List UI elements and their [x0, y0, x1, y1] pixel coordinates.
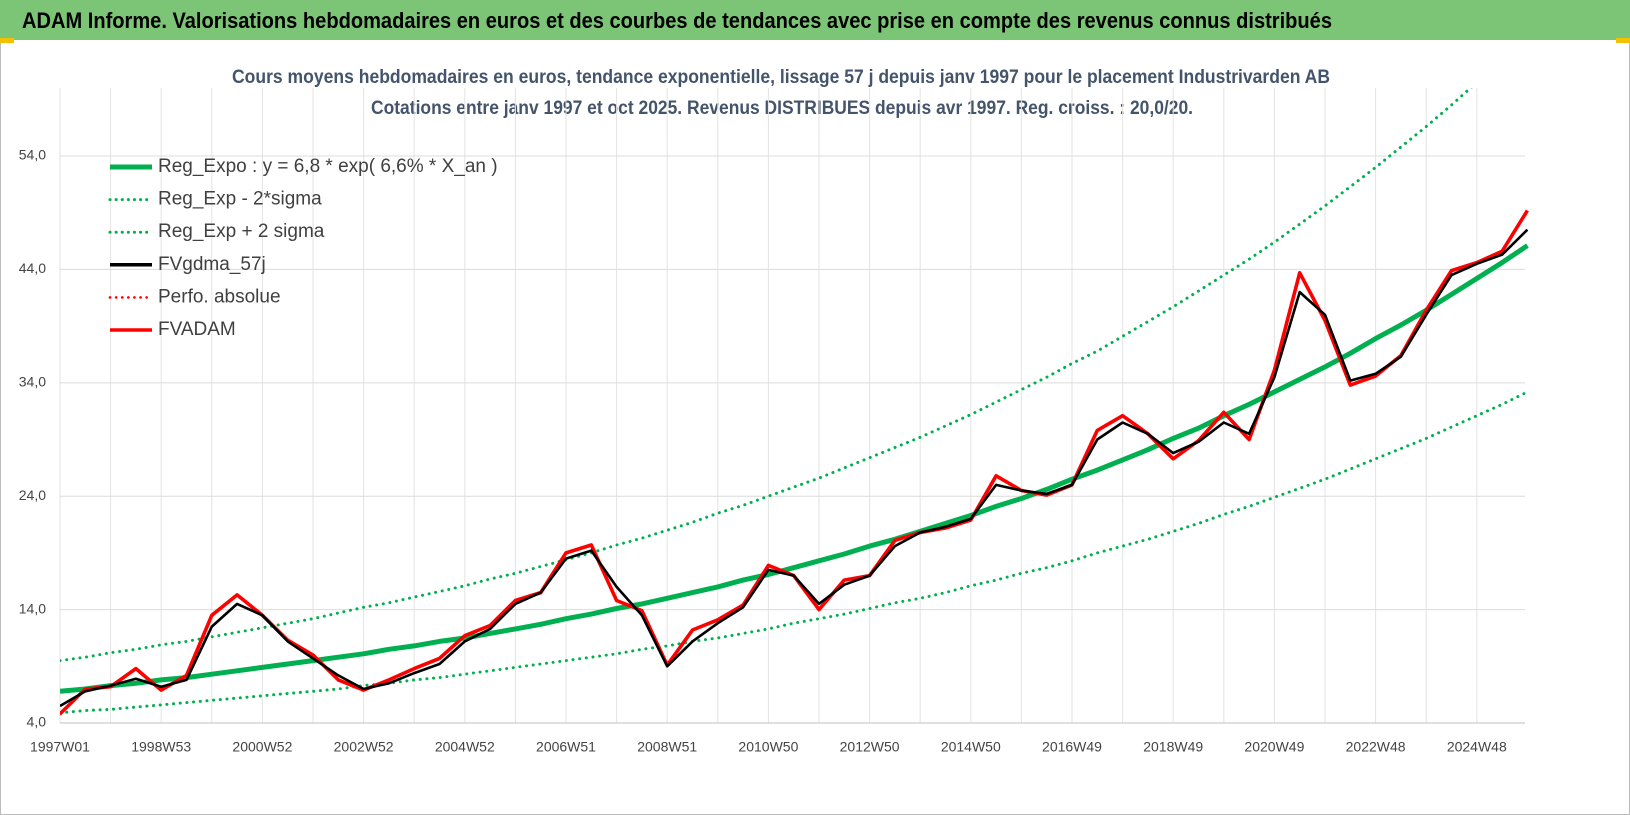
series-line	[60, 228, 1529, 708]
legend-label: Reg_Exp + 2 sigma	[158, 221, 325, 242]
x-tick-label: 2016W49	[1042, 739, 1102, 755]
y-tick-label: 4,0	[27, 714, 47, 730]
header-bar	[0, 0, 1630, 40]
x-tick-label: 1997W01	[30, 739, 90, 755]
x-tick-label: 2004W52	[435, 739, 495, 755]
y-tick-label: 24,0	[19, 487, 46, 503]
x-tick-label: 2012W50	[840, 739, 900, 755]
plot-area	[60, 88, 1529, 716]
x-tick-label: 2024W48	[1447, 739, 1507, 755]
x-tick-label: 2014W50	[941, 739, 1001, 755]
legend-label: FVADAM	[158, 319, 236, 340]
header-title: ADAM Informe. Valorisations hebdomadaire…	[22, 8, 1332, 33]
legend-label: Reg_Expo : y = 6,8 * exp( 6,6% * X_an )	[158, 156, 498, 177]
y-tick-label: 34,0	[19, 374, 46, 390]
y-tick-label: 14,0	[19, 600, 46, 616]
x-tick-label: 2006W51	[536, 739, 596, 755]
x-tick-label: 2002W52	[334, 739, 394, 755]
x-tick-label: 2020W49	[1244, 739, 1304, 755]
x-tick-label: 2022W48	[1346, 739, 1406, 755]
y-tick-label: 44,0	[19, 260, 46, 276]
chart-subtitle: Cotations entre janv 1997 et oct 2025. R…	[371, 98, 1193, 119]
x-tick-label: 2008W51	[637, 739, 697, 755]
legend-label: Reg_Exp - 2*sigma	[158, 189, 322, 210]
series-line	[60, 390, 1529, 715]
y-tick-label: 54,0	[19, 147, 46, 163]
corner-mark	[0, 38, 14, 43]
series-line	[60, 243, 1529, 694]
series-line	[60, 88, 1473, 663]
chart-title: Cours moyens hebdomadaires en euros, ten…	[232, 67, 1330, 88]
x-tick-label: 2010W50	[738, 739, 798, 755]
legend-label: FVgdma_57j	[158, 254, 266, 275]
corner-mark	[1616, 38, 1630, 43]
legend-label: Perfo. absolue	[158, 286, 281, 307]
x-tick-label: 2018W49	[1143, 739, 1203, 755]
x-tick-label: 1998W53	[131, 739, 191, 755]
x-tick-label: 2000W52	[232, 739, 292, 755]
